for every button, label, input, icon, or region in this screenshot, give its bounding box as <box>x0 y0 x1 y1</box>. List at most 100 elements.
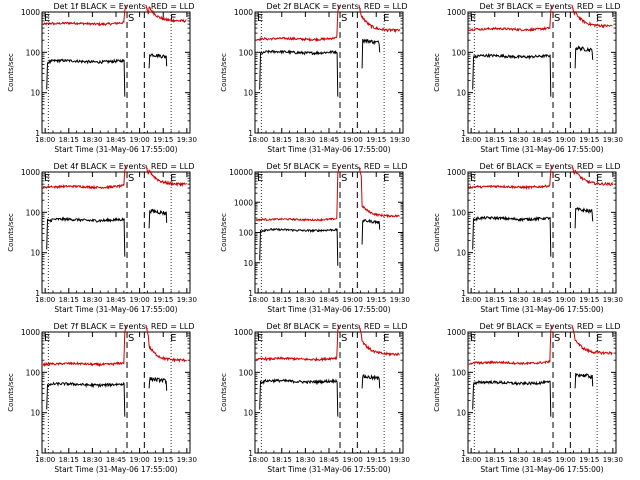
y-tick-label: 1 <box>35 289 40 298</box>
events-series-line <box>472 52 552 97</box>
x-tick-label: 18:30 <box>82 296 102 304</box>
events-series-line-post <box>574 45 594 69</box>
events-series-line-post <box>148 208 168 229</box>
y-tick-label: 1000 <box>21 8 40 17</box>
y-tick-label: 1000 <box>21 328 40 337</box>
plot-frame <box>41 11 191 134</box>
x-tick-label: 19:00 <box>556 296 576 304</box>
plot-frame <box>467 331 617 454</box>
x-axis-label: Start Time (31-May-06 17:55:00) <box>54 145 177 154</box>
y-axis-label: Counts/sec <box>7 373 15 412</box>
lld-series-line <box>42 164 127 190</box>
x-tick-label: 19:15 <box>153 136 173 144</box>
marker-label-end: E <box>596 173 602 184</box>
lld-series-line <box>42 324 127 368</box>
marker-label-saa: S <box>128 333 134 344</box>
y-tick-label: 1 <box>461 449 466 458</box>
y-tick-label: 100 <box>452 48 467 57</box>
y-axis-label: Counts/sec <box>433 213 441 252</box>
events-series-line <box>46 58 126 97</box>
events-series-line <box>46 216 126 257</box>
x-axis-label: Start Time (31-May-06 17:55:00) <box>480 305 603 314</box>
panel-title: Det 3f BLACK = Events, RED = LLD <box>479 2 620 11</box>
x-axis-label: Start Time (31-May-06 17:55:00) <box>480 465 603 474</box>
panel-det-6f: Det 6f BLACK = Events, RED = LLD 1 10 100 10… <box>433 162 623 314</box>
plot-frame <box>41 171 191 294</box>
lld-series-line <box>468 324 553 366</box>
marker-label-start: E <box>470 333 476 344</box>
x-tick-label: 18:15 <box>485 136 505 144</box>
x-tick-label: 18:00 <box>35 296 55 304</box>
x-tick-label: 19:00 <box>130 136 150 144</box>
y-tick-label: 1 <box>461 289 466 298</box>
y-tick-label: 10 <box>456 89 466 98</box>
x-tick-label: 18:45 <box>319 136 339 144</box>
y-tick-label: 1 <box>248 449 253 458</box>
y-tick-label: 100 <box>239 229 254 238</box>
events-series-line-post <box>574 206 594 229</box>
panel-det-3f: Det 3f BLACK = Events, RED = LLD 1 10 100 10… <box>433 2 623 154</box>
y-axis-label: Counts/sec <box>7 53 15 92</box>
events-series-line <box>46 381 126 417</box>
events-series-line <box>259 49 339 97</box>
plot-frame <box>254 11 404 134</box>
x-tick-label: 18:30 <box>508 296 528 304</box>
y-tick-label: 100 <box>26 48 41 57</box>
x-tick-label: 19:15 <box>366 456 386 464</box>
panel-det-2f: Det 2f BLACK = Events, RED = LLD 1 10 100 10… <box>220 2 410 154</box>
y-tick-label: 1000 <box>234 328 253 337</box>
x-tick-label: 18:30 <box>508 456 528 464</box>
marker-label-start: E <box>257 13 263 24</box>
marker-label-start: E <box>44 173 50 184</box>
y-tick-label: 100 <box>26 368 41 377</box>
marker-label-start: E <box>470 173 476 184</box>
y-tick-label: 1 <box>35 449 40 458</box>
panel-title: Det 4f BLACK = Events, RED = LLD <box>53 162 194 171</box>
lld-series-line-post <box>571 324 613 356</box>
x-tick-label: 19:30 <box>390 136 410 144</box>
x-tick-label: 18:00 <box>35 456 55 464</box>
lld-series-line-post <box>358 166 400 219</box>
x-tick-label: 18:30 <box>295 456 315 464</box>
marker-label-saa: S <box>554 333 560 344</box>
marker-label-saa: S <box>128 13 134 24</box>
marker-label-saa: S <box>341 333 347 344</box>
x-axis-label: Start Time (31-May-06 17:55:00) <box>54 305 177 314</box>
x-tick-label: 18:45 <box>532 456 552 464</box>
lld-series-line-post <box>571 4 613 29</box>
x-tick-label: 19:00 <box>343 296 363 304</box>
y-axis-label: Counts/sec <box>220 213 228 252</box>
x-tick-label: 19:15 <box>366 296 386 304</box>
y-tick-label: 100 <box>26 208 41 217</box>
lld-series-line <box>468 4 553 32</box>
x-tick-label: 19:00 <box>130 456 150 464</box>
x-axis-label: Start Time (31-May-06 17:55:00) <box>54 465 177 474</box>
x-tick-label: 19:30 <box>390 456 410 464</box>
marker-label-start: E <box>470 13 476 24</box>
lld-series-line-post <box>145 4 187 23</box>
x-tick-label: 19:30 <box>603 296 623 304</box>
marker-label-saa: S <box>341 173 347 184</box>
y-axis-label: Counts/sec <box>220 373 228 412</box>
y-tick-label: 1000 <box>447 168 466 177</box>
x-tick-label: 19:15 <box>579 296 599 304</box>
y-axis-label: Counts/sec <box>220 53 228 92</box>
events-series-line-post <box>361 38 381 69</box>
marker-label-saa: S <box>128 173 134 184</box>
x-tick-label: 19:30 <box>177 296 197 304</box>
y-tick-label: 1000 <box>234 8 253 17</box>
x-tick-label: 18:45 <box>106 136 126 144</box>
x-tick-label: 19:00 <box>343 136 363 144</box>
marker-label-start: E <box>44 333 50 344</box>
panel-title: Det 2f BLACK = Events, RED = LLD <box>266 2 407 11</box>
panel-det-1f: Det 1f BLACK = Events, RED = LLD 1 10 100 10… <box>7 2 197 154</box>
lld-series-line <box>468 164 553 191</box>
y-tick-label: 100 <box>239 368 254 377</box>
events-series-line-post <box>361 373 381 389</box>
panel-det-7f: Det 7f BLACK = Events, RED = LLD 1 10 100 10… <box>7 322 197 474</box>
x-tick-label: 18:45 <box>106 296 126 304</box>
marker-label-end: E <box>596 333 602 344</box>
x-tick-label: 18:00 <box>461 136 481 144</box>
marker-label-end: E <box>383 333 389 344</box>
